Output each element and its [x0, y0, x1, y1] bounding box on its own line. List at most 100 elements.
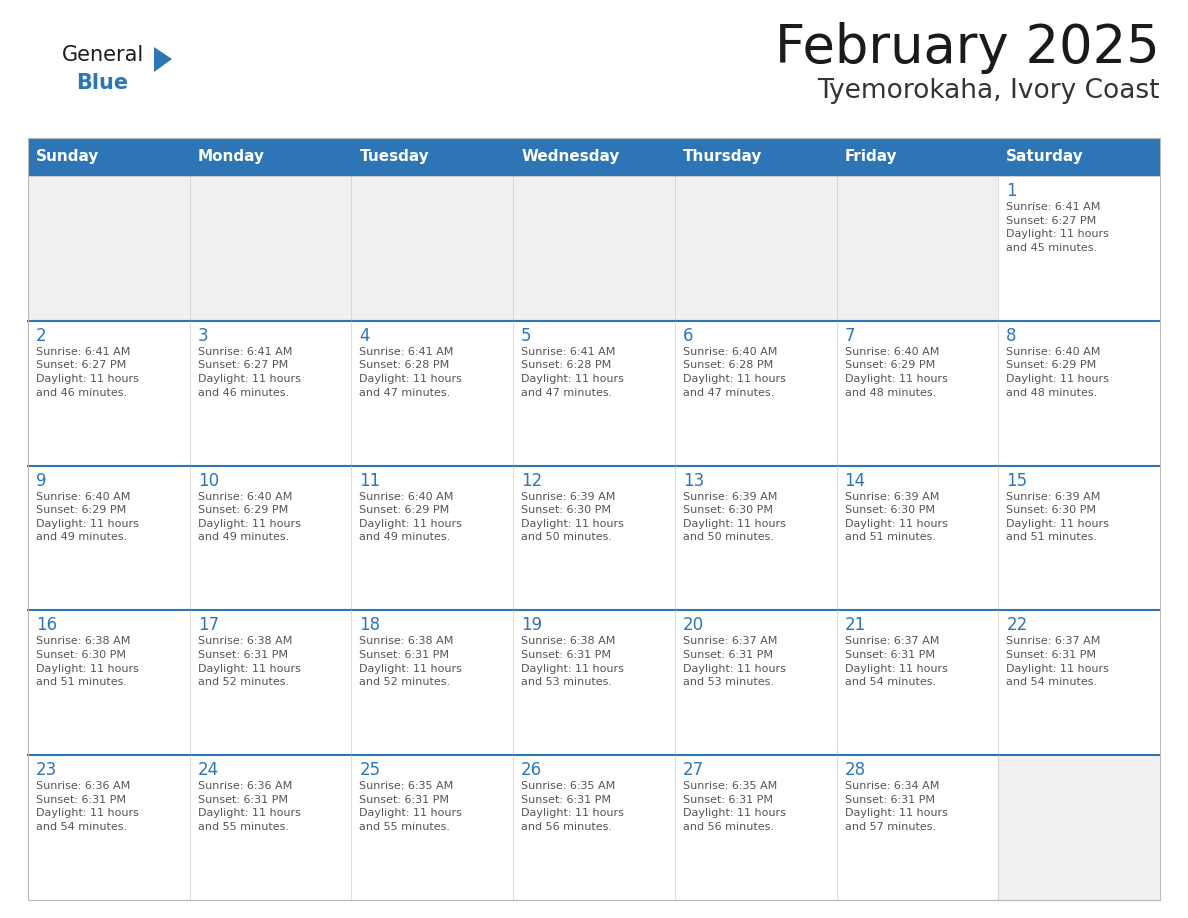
Text: 20: 20 — [683, 616, 704, 634]
Text: 23: 23 — [36, 761, 57, 779]
FancyBboxPatch shape — [998, 610, 1159, 756]
FancyBboxPatch shape — [29, 176, 190, 320]
Text: February 2025: February 2025 — [776, 22, 1159, 74]
Text: Thursday: Thursday — [683, 150, 763, 164]
Text: Sunrise: 6:36 AM
Sunset: 6:31 PM
Daylight: 11 hours
and 55 minutes.: Sunrise: 6:36 AM Sunset: 6:31 PM Dayligh… — [197, 781, 301, 832]
Text: Tyemorokaha, Ivory Coast: Tyemorokaha, Ivory Coast — [817, 78, 1159, 104]
FancyBboxPatch shape — [675, 610, 836, 756]
FancyBboxPatch shape — [998, 465, 1159, 610]
Text: 24: 24 — [197, 761, 219, 779]
FancyBboxPatch shape — [190, 610, 352, 756]
Text: Sunrise: 6:39 AM
Sunset: 6:30 PM
Daylight: 11 hours
and 50 minutes.: Sunrise: 6:39 AM Sunset: 6:30 PM Dayligh… — [522, 492, 624, 543]
Text: Sunrise: 6:41 AM
Sunset: 6:27 PM
Daylight: 11 hours
and 45 minutes.: Sunrise: 6:41 AM Sunset: 6:27 PM Dayligh… — [1006, 202, 1110, 252]
Text: Sunrise: 6:41 AM
Sunset: 6:27 PM
Daylight: 11 hours
and 46 minutes.: Sunrise: 6:41 AM Sunset: 6:27 PM Dayligh… — [36, 347, 139, 397]
FancyBboxPatch shape — [513, 465, 675, 610]
Text: Sunrise: 6:41 AM
Sunset: 6:27 PM
Daylight: 11 hours
and 46 minutes.: Sunrise: 6:41 AM Sunset: 6:27 PM Dayligh… — [197, 347, 301, 397]
FancyBboxPatch shape — [836, 465, 998, 610]
Text: 8: 8 — [1006, 327, 1017, 345]
FancyBboxPatch shape — [352, 610, 513, 756]
Text: 21: 21 — [845, 616, 866, 634]
FancyBboxPatch shape — [29, 610, 190, 756]
FancyBboxPatch shape — [190, 756, 352, 900]
Text: Sunrise: 6:41 AM
Sunset: 6:28 PM
Daylight: 11 hours
and 47 minutes.: Sunrise: 6:41 AM Sunset: 6:28 PM Dayligh… — [360, 347, 462, 397]
Text: 14: 14 — [845, 472, 866, 489]
Text: Saturday: Saturday — [1006, 150, 1083, 164]
FancyBboxPatch shape — [352, 756, 513, 900]
FancyBboxPatch shape — [352, 320, 513, 465]
Text: 27: 27 — [683, 761, 704, 779]
Text: 4: 4 — [360, 327, 369, 345]
Text: Tuesday: Tuesday — [360, 150, 429, 164]
Text: Sunrise: 6:38 AM
Sunset: 6:31 PM
Daylight: 11 hours
and 52 minutes.: Sunrise: 6:38 AM Sunset: 6:31 PM Dayligh… — [197, 636, 301, 688]
FancyBboxPatch shape — [998, 176, 1159, 320]
FancyBboxPatch shape — [29, 756, 190, 900]
Text: 28: 28 — [845, 761, 866, 779]
FancyBboxPatch shape — [513, 320, 675, 465]
Text: Sunrise: 6:40 AM
Sunset: 6:29 PM
Daylight: 11 hours
and 49 minutes.: Sunrise: 6:40 AM Sunset: 6:29 PM Dayligh… — [360, 492, 462, 543]
Text: 25: 25 — [360, 761, 380, 779]
Text: 9: 9 — [36, 472, 46, 489]
Text: General: General — [62, 45, 144, 65]
Text: 12: 12 — [522, 472, 543, 489]
Text: 26: 26 — [522, 761, 542, 779]
FancyBboxPatch shape — [513, 610, 675, 756]
Text: Sunrise: 6:35 AM
Sunset: 6:31 PM
Daylight: 11 hours
and 55 minutes.: Sunrise: 6:35 AM Sunset: 6:31 PM Dayligh… — [360, 781, 462, 832]
Text: Sunday: Sunday — [36, 150, 100, 164]
Text: 17: 17 — [197, 616, 219, 634]
FancyBboxPatch shape — [675, 465, 836, 610]
Text: Sunrise: 6:35 AM
Sunset: 6:31 PM
Daylight: 11 hours
and 56 minutes.: Sunrise: 6:35 AM Sunset: 6:31 PM Dayligh… — [683, 781, 785, 832]
FancyBboxPatch shape — [675, 320, 836, 465]
Text: Friday: Friday — [845, 150, 897, 164]
Text: Sunrise: 6:39 AM
Sunset: 6:30 PM
Daylight: 11 hours
and 51 minutes.: Sunrise: 6:39 AM Sunset: 6:30 PM Dayligh… — [845, 492, 948, 543]
Text: Sunrise: 6:40 AM
Sunset: 6:29 PM
Daylight: 11 hours
and 48 minutes.: Sunrise: 6:40 AM Sunset: 6:29 PM Dayligh… — [845, 347, 948, 397]
Text: Monday: Monday — [197, 150, 265, 164]
Text: Blue: Blue — [76, 73, 128, 93]
Text: Wednesday: Wednesday — [522, 150, 619, 164]
Text: Sunrise: 6:38 AM
Sunset: 6:31 PM
Daylight: 11 hours
and 52 minutes.: Sunrise: 6:38 AM Sunset: 6:31 PM Dayligh… — [360, 636, 462, 688]
FancyBboxPatch shape — [352, 176, 513, 320]
Text: Sunrise: 6:37 AM
Sunset: 6:31 PM
Daylight: 11 hours
and 54 minutes.: Sunrise: 6:37 AM Sunset: 6:31 PM Dayligh… — [1006, 636, 1110, 688]
FancyBboxPatch shape — [998, 756, 1159, 900]
Text: Sunrise: 6:39 AM
Sunset: 6:30 PM
Daylight: 11 hours
and 51 minutes.: Sunrise: 6:39 AM Sunset: 6:30 PM Dayligh… — [1006, 492, 1110, 543]
Text: 5: 5 — [522, 327, 532, 345]
Text: 1: 1 — [1006, 182, 1017, 200]
FancyBboxPatch shape — [29, 465, 190, 610]
Text: 6: 6 — [683, 327, 694, 345]
Text: 18: 18 — [360, 616, 380, 634]
FancyBboxPatch shape — [29, 320, 190, 465]
FancyBboxPatch shape — [836, 756, 998, 900]
Text: Sunrise: 6:40 AM
Sunset: 6:29 PM
Daylight: 11 hours
and 48 minutes.: Sunrise: 6:40 AM Sunset: 6:29 PM Dayligh… — [1006, 347, 1110, 397]
FancyBboxPatch shape — [675, 756, 836, 900]
Text: 2: 2 — [36, 327, 46, 345]
Text: 10: 10 — [197, 472, 219, 489]
FancyBboxPatch shape — [29, 138, 1159, 176]
Text: Sunrise: 6:38 AM
Sunset: 6:31 PM
Daylight: 11 hours
and 53 minutes.: Sunrise: 6:38 AM Sunset: 6:31 PM Dayligh… — [522, 636, 624, 688]
FancyBboxPatch shape — [190, 320, 352, 465]
Text: 22: 22 — [1006, 616, 1028, 634]
Text: 3: 3 — [197, 327, 208, 345]
Text: 7: 7 — [845, 327, 855, 345]
Text: 19: 19 — [522, 616, 542, 634]
FancyBboxPatch shape — [352, 465, 513, 610]
Text: Sunrise: 6:39 AM
Sunset: 6:30 PM
Daylight: 11 hours
and 50 minutes.: Sunrise: 6:39 AM Sunset: 6:30 PM Dayligh… — [683, 492, 785, 543]
FancyBboxPatch shape — [836, 610, 998, 756]
Text: 16: 16 — [36, 616, 57, 634]
Polygon shape — [154, 47, 172, 72]
FancyBboxPatch shape — [998, 320, 1159, 465]
Text: Sunrise: 6:37 AM
Sunset: 6:31 PM
Daylight: 11 hours
and 53 minutes.: Sunrise: 6:37 AM Sunset: 6:31 PM Dayligh… — [683, 636, 785, 688]
Text: Sunrise: 6:40 AM
Sunset: 6:28 PM
Daylight: 11 hours
and 47 minutes.: Sunrise: 6:40 AM Sunset: 6:28 PM Dayligh… — [683, 347, 785, 397]
Text: 11: 11 — [360, 472, 380, 489]
FancyBboxPatch shape — [836, 320, 998, 465]
Text: Sunrise: 6:35 AM
Sunset: 6:31 PM
Daylight: 11 hours
and 56 minutes.: Sunrise: 6:35 AM Sunset: 6:31 PM Dayligh… — [522, 781, 624, 832]
Text: Sunrise: 6:40 AM
Sunset: 6:29 PM
Daylight: 11 hours
and 49 minutes.: Sunrise: 6:40 AM Sunset: 6:29 PM Dayligh… — [197, 492, 301, 543]
Text: Sunrise: 6:37 AM
Sunset: 6:31 PM
Daylight: 11 hours
and 54 minutes.: Sunrise: 6:37 AM Sunset: 6:31 PM Dayligh… — [845, 636, 948, 688]
Text: Sunrise: 6:34 AM
Sunset: 6:31 PM
Daylight: 11 hours
and 57 minutes.: Sunrise: 6:34 AM Sunset: 6:31 PM Dayligh… — [845, 781, 948, 832]
FancyBboxPatch shape — [190, 465, 352, 610]
FancyBboxPatch shape — [190, 176, 352, 320]
FancyBboxPatch shape — [675, 176, 836, 320]
Text: Sunrise: 6:38 AM
Sunset: 6:30 PM
Daylight: 11 hours
and 51 minutes.: Sunrise: 6:38 AM Sunset: 6:30 PM Dayligh… — [36, 636, 139, 688]
Text: 13: 13 — [683, 472, 704, 489]
Text: 15: 15 — [1006, 472, 1028, 489]
Text: Sunrise: 6:40 AM
Sunset: 6:29 PM
Daylight: 11 hours
and 49 minutes.: Sunrise: 6:40 AM Sunset: 6:29 PM Dayligh… — [36, 492, 139, 543]
Text: Sunrise: 6:41 AM
Sunset: 6:28 PM
Daylight: 11 hours
and 47 minutes.: Sunrise: 6:41 AM Sunset: 6:28 PM Dayligh… — [522, 347, 624, 397]
